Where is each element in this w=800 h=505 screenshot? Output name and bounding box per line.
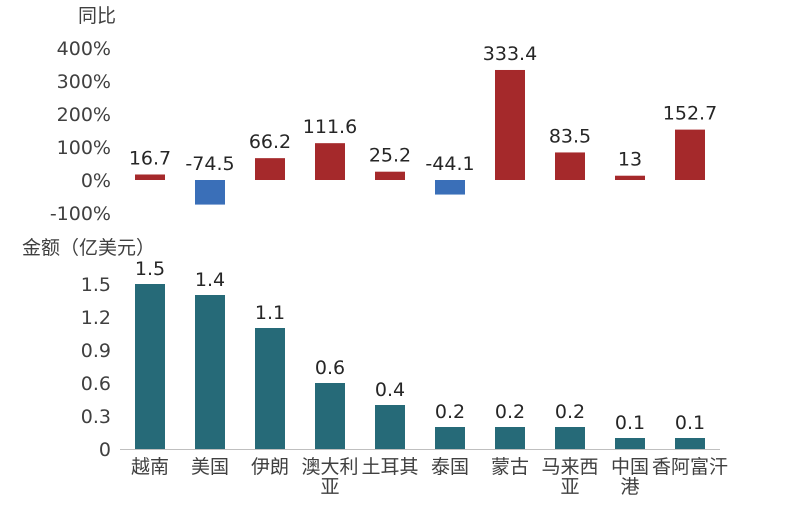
- amount-data-labels: 1.5 1.4 1.1 0.6 0.4 0.2 0.2 0.2 0.1 0.1: [135, 258, 705, 434]
- amount-y-tick-label: 1.5: [81, 274, 111, 296]
- amount-y-tick-label: 0.6: [81, 373, 111, 395]
- amount-bar: [675, 438, 705, 449]
- yoy-data-label: 333.4: [483, 43, 537, 65]
- yoy-bar: [375, 171, 405, 180]
- yoy-bar: [315, 143, 345, 180]
- amount-data-label: 0.2: [495, 401, 525, 423]
- amount-bar: [555, 427, 585, 449]
- yoy-data-label: 83.5: [549, 125, 591, 147]
- amount-bar: [255, 328, 285, 449]
- yoy-bar: [495, 69, 525, 180]
- yoy-data-labels: 16.7 -74.5 66.2 111.6 25.2 -44.1 333.4 83.5 13 15…: [129, 43, 717, 175]
- yoy-data-label: 111.6: [303, 116, 357, 138]
- x-axis-category-label: 伊朗: [251, 456, 289, 478]
- yoy-y-tick-label: 300%: [57, 71, 111, 93]
- amount-data-label: 1.4: [195, 269, 225, 291]
- amount-bar: [135, 284, 165, 449]
- yoy-bar: [135, 174, 165, 180]
- amount-data-label: 0.4: [375, 379, 405, 401]
- amount-bar: [495, 427, 525, 449]
- yoy-bar: [555, 152, 585, 180]
- amount-bar: [315, 383, 345, 449]
- amount-data-label: 1.5: [135, 258, 165, 280]
- yoy-chart-title: 同比: [78, 5, 116, 27]
- x-axis-category-label: 亚: [320, 476, 339, 498]
- amount-data-label: 1.1: [255, 302, 285, 324]
- amount-bar: [375, 405, 405, 449]
- x-axis-category-label: 泰国: [431, 456, 469, 478]
- amount-y-tick-label: 0.9: [81, 340, 111, 362]
- amount-bars: [135, 284, 705, 449]
- yoy-data-label: 152.7: [663, 103, 717, 125]
- amount-y-tick-label: 1.2: [81, 307, 111, 329]
- x-axis-category-label: 中国: [611, 456, 649, 478]
- amount-y-axis: 1.5 1.2 0.9 0.6 0.3 0: [81, 274, 111, 461]
- yoy-bar: [615, 175, 645, 180]
- amount-data-label: 0.2: [555, 401, 585, 423]
- yoy-data-label: 66.2: [249, 131, 291, 153]
- x-axis-category-label: 美国: [191, 456, 229, 478]
- x-axis-category-label: 蒙古: [491, 456, 529, 478]
- yoy-bars: [135, 69, 705, 205]
- yoy-y-tick-label: 400%: [57, 38, 111, 60]
- yoy-bar: [675, 129, 705, 180]
- amount-bar: [615, 438, 645, 449]
- yoy-y-axis: 400% 300% 200% 100% 0% -100%: [50, 38, 111, 225]
- x-axis-category-label: 澳大利: [301, 456, 358, 478]
- yoy-bar: [195, 180, 225, 205]
- amount-data-label: 0.1: [615, 412, 645, 434]
- yoy-data-label: -74.5: [185, 153, 234, 175]
- x-axis-category-label: 越南: [131, 456, 169, 478]
- amount-y-tick-label: 0: [99, 439, 111, 461]
- yoy-y-tick-label: 200%: [57, 104, 111, 126]
- amount-data-label: 0.1: [675, 412, 705, 434]
- yoy-bar: [435, 180, 465, 195]
- amount-y-tick-label: 0.3: [81, 406, 111, 428]
- amount-bar: [435, 427, 465, 449]
- x-axis-category-label: 马来西: [541, 456, 598, 478]
- amount-chart: 金额（亿美元） 1.5 1.2 0.9 0.6 0.3 0 1.5 1.4 1.1 0.6 0.4…: [22, 237, 728, 498]
- yoy-data-label: 16.7: [129, 147, 171, 169]
- yoy-data-label: 25.2: [369, 145, 411, 167]
- x-axis-category-label: 香阿富汗: [652, 456, 728, 478]
- yoy-data-label: 13: [618, 149, 642, 171]
- yoy-y-tick-label: -100%: [50, 203, 111, 225]
- amount-chart-title: 金额（亿美元）: [22, 237, 155, 259]
- x-axis-category-label: 亚: [560, 476, 579, 498]
- x-axis-category-label: 港: [620, 476, 639, 498]
- amount-data-label: 0.6: [315, 357, 345, 379]
- yoy-data-label: -44.1: [425, 153, 474, 175]
- yoy-y-tick-label: 100%: [57, 137, 111, 159]
- yoy-y-tick-label: 0%: [81, 170, 111, 192]
- amount-bar: [195, 295, 225, 449]
- yoy-chart: 同比 400% 300% 200% 100% 0% -100% 16.7 -74.5 66.2…: [50, 5, 717, 225]
- amount-data-label: 0.2: [435, 401, 465, 423]
- yoy-bar: [255, 158, 285, 180]
- x-axis-category-label: 土耳其: [361, 456, 418, 478]
